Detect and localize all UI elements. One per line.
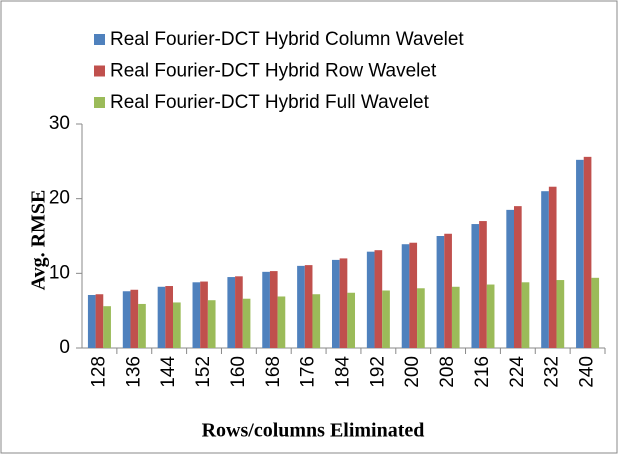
bar — [409, 242, 418, 348]
bar — [192, 282, 201, 348]
bar — [417, 288, 425, 348]
bar — [165, 286, 174, 348]
bar — [87, 294, 96, 348]
x-tick-label: 152 — [193, 356, 214, 388]
bar — [235, 276, 243, 348]
bar — [312, 294, 321, 348]
x-tick-label: 176 — [298, 356, 319, 388]
bar — [374, 250, 383, 348]
x-tick-label: 128 — [88, 356, 109, 388]
bar — [339, 258, 348, 348]
legend-swatch — [94, 34, 105, 45]
x-tick-label: 144 — [158, 356, 179, 388]
legend-label: Real Fourier-DCT Hybrid Row Wavelet — [110, 61, 437, 82]
bar — [269, 271, 278, 348]
bar — [103, 306, 111, 348]
bar — [382, 290, 390, 348]
y-tick-label: 10 — [49, 262, 70, 283]
bar — [444, 233, 452, 348]
bar — [521, 282, 530, 348]
y-axis-title: Avg. RMSE — [28, 190, 50, 291]
bar — [513, 206, 522, 348]
bar — [556, 280, 565, 348]
x-tick-label: 136 — [123, 356, 144, 388]
bar — [451, 286, 460, 348]
bar — [366, 251, 375, 348]
bar — [95, 294, 104, 348]
legend-swatch — [94, 65, 105, 77]
bar — [401, 244, 410, 348]
bar — [331, 259, 340, 348]
bar — [130, 289, 139, 348]
y-tick-label: 30 — [49, 113, 70, 134]
x-tick-label: 208 — [437, 356, 458, 388]
bar — [436, 236, 445, 348]
bar — [506, 209, 514, 348]
bar — [277, 296, 286, 348]
bar — [138, 303, 146, 348]
x-tick-label: 240 — [577, 356, 598, 388]
bar — [548, 186, 557, 348]
bar — [471, 224, 480, 348]
x-tick-label: 184 — [333, 356, 354, 388]
x-tick-label: 168 — [263, 356, 284, 388]
x-tick-label: 216 — [472, 356, 493, 388]
bar — [242, 298, 251, 348]
y-tick-label: 20 — [49, 188, 70, 209]
legend-label: Real Fourier-DCT Hybrid Full Wavelet — [110, 92, 430, 113]
bar — [576, 159, 584, 348]
bar — [157, 286, 166, 348]
x-axis-title: Rows/columns Eliminated — [202, 420, 425, 442]
bar — [262, 271, 270, 348]
x-tick-label: 232 — [542, 356, 563, 388]
bar — [347, 292, 356, 348]
x-tick-label: 224 — [507, 356, 528, 388]
bar — [479, 221, 487, 348]
bar — [207, 300, 216, 348]
bar — [486, 284, 495, 348]
bar — [122, 291, 131, 348]
x-tick-label: 192 — [367, 356, 388, 388]
bar — [200, 281, 208, 348]
legend-label: Real Fourier-DCT Hybrid Column Wavelet — [110, 29, 464, 50]
legend-swatch — [94, 97, 105, 108]
x-tick-label: 200 — [402, 356, 423, 388]
bar — [541, 191, 549, 348]
x-tick-label: 160 — [228, 356, 249, 388]
bar — [304, 265, 313, 348]
bar — [297, 265, 305, 348]
bar — [173, 302, 181, 348]
y-tick-label: 0 — [59, 337, 70, 358]
bar — [583, 156, 592, 348]
bar — [591, 277, 600, 348]
bar — [227, 277, 236, 348]
